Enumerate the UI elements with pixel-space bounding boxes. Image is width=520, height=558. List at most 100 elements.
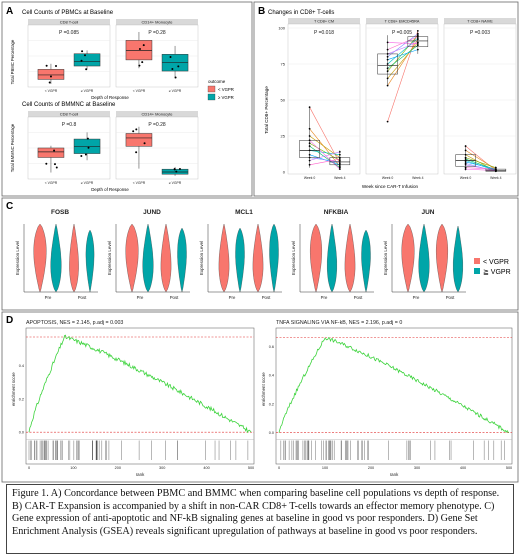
y-tick-label: 0.6 [269, 345, 274, 349]
data-point [338, 162, 341, 165]
data-point [45, 64, 48, 67]
facet-strip [28, 19, 110, 25]
x-tick-label: < VGPR [45, 181, 58, 185]
x-tick-label: Pre [137, 295, 144, 300]
data-point [494, 169, 497, 172]
violin [85, 229, 95, 293]
data-point [308, 139, 311, 142]
data-point [308, 153, 311, 156]
panel-a-top-ylabel: Total PBMC Percentage [10, 39, 15, 84]
data-point [416, 37, 419, 39]
outcome-legend-key-teal [207, 93, 216, 101]
paired-line [465, 145, 497, 171]
facet-strip [28, 111, 110, 117]
data-point [49, 75, 52, 78]
data-point [338, 168, 341, 171]
panel-a-bottom-title: Cell Counts of BMMNC at Baseline [22, 102, 116, 108]
paired-line [387, 49, 418, 60]
violin [50, 223, 62, 293]
data-point [53, 149, 56, 152]
panel-a-frame [1, 1, 253, 197]
panel-c-label: C [6, 201, 13, 212]
data-point [338, 163, 341, 166]
panel-b-xlabel: Week since CAR-T Infusion [362, 184, 419, 189]
data-point [338, 153, 341, 156]
data-point [386, 48, 389, 51]
x-tick-label: Post [354, 295, 363, 300]
x-tick-label: ≥ VGPR [169, 89, 182, 93]
data-point [464, 145, 467, 147]
x-tick-label: 200 [115, 466, 121, 470]
x-tick-label: Pre [413, 295, 420, 300]
facet-strip-label: T CD8+ NAIVE [467, 20, 493, 24]
y-tick-label: 0.2 [19, 397, 24, 401]
panel-c-plot: FOSB Expression Level Pre Post JUND Expressio… [15, 209, 466, 300]
paired-line [465, 161, 496, 170]
y-tick-label: 0.2 [269, 402, 274, 406]
facet-strip [288, 18, 360, 24]
y-tick-label: 25 [281, 134, 286, 139]
x-tick-label: Post [78, 295, 87, 300]
data-point [464, 161, 467, 163]
x-tick-label: 400 [460, 466, 466, 470]
data-point [173, 167, 176, 170]
data-point [135, 128, 138, 131]
data-point [386, 41, 389, 44]
panel-a-top-title: Cell Counts of PBMCs at Baseline [22, 10, 114, 16]
panel-d-plot: APOPTOSIS, NES = 2.145, p.adj = 0.003 enr… [11, 320, 513, 477]
data-point [308, 127, 311, 130]
data-point [464, 162, 467, 165]
y-tick-label: 0 [283, 170, 286, 175]
gene-title: JUND [143, 209, 161, 216]
y-axis-label: Expression Level [15, 241, 20, 275]
violin [218, 223, 230, 293]
gene-title: NFKBIA [324, 209, 349, 216]
data-point [142, 44, 145, 47]
x-tick-label: Week 0 [382, 176, 394, 180]
violin [418, 223, 430, 293]
data-point [83, 54, 86, 57]
x-tick-label: < VGPR [133, 181, 146, 185]
violin [177, 227, 187, 293]
x-tick-label: 100 [70, 466, 76, 470]
data-point [338, 150, 341, 153]
data-point [494, 166, 497, 169]
data-point [464, 156, 467, 159]
data-point [386, 58, 389, 61]
x-tick-label: Post [446, 295, 455, 300]
y-tick-label: 50 [281, 98, 286, 103]
data-point [416, 41, 419, 44]
panel-a-label: A [6, 6, 13, 17]
data-point [132, 130, 135, 133]
p-value: P =0.018 [314, 30, 334, 36]
x-tick-label: ≥ VGPR [81, 89, 94, 93]
data-point [386, 77, 389, 80]
panel-c-frame [1, 197, 519, 311]
panel-a-bottom-xlabel: Depth of Response [91, 187, 129, 192]
y-axis-label: enrichment score [261, 372, 266, 406]
data-point [53, 163, 56, 166]
data-point [87, 146, 90, 149]
x-tick-label: ≥ VGPR [169, 181, 182, 185]
enrichment-curve [28, 334, 252, 434]
paired-line [465, 164, 496, 171]
paired-line [387, 30, 419, 122]
paired-line [387, 33, 419, 58]
data-point [386, 67, 389, 70]
x-tick-label: 400 [203, 466, 209, 470]
x-tick-label: ≥ VGPR [81, 181, 94, 185]
data-point [308, 163, 311, 166]
data-point [338, 156, 341, 159]
data-point [178, 167, 181, 170]
x-tick-label: Week 0 [304, 176, 316, 180]
data-point [175, 170, 178, 173]
data-point [338, 158, 341, 160]
data-point [464, 153, 467, 156]
violin [327, 223, 337, 293]
x-tick-label: Pre [45, 295, 52, 300]
x-tick-label: Post [170, 295, 179, 300]
panel-d-frame [1, 311, 519, 483]
y-tick-label: 0.4 [269, 374, 274, 378]
violin-legend-item-teal: ≧ VGPR [483, 269, 511, 276]
